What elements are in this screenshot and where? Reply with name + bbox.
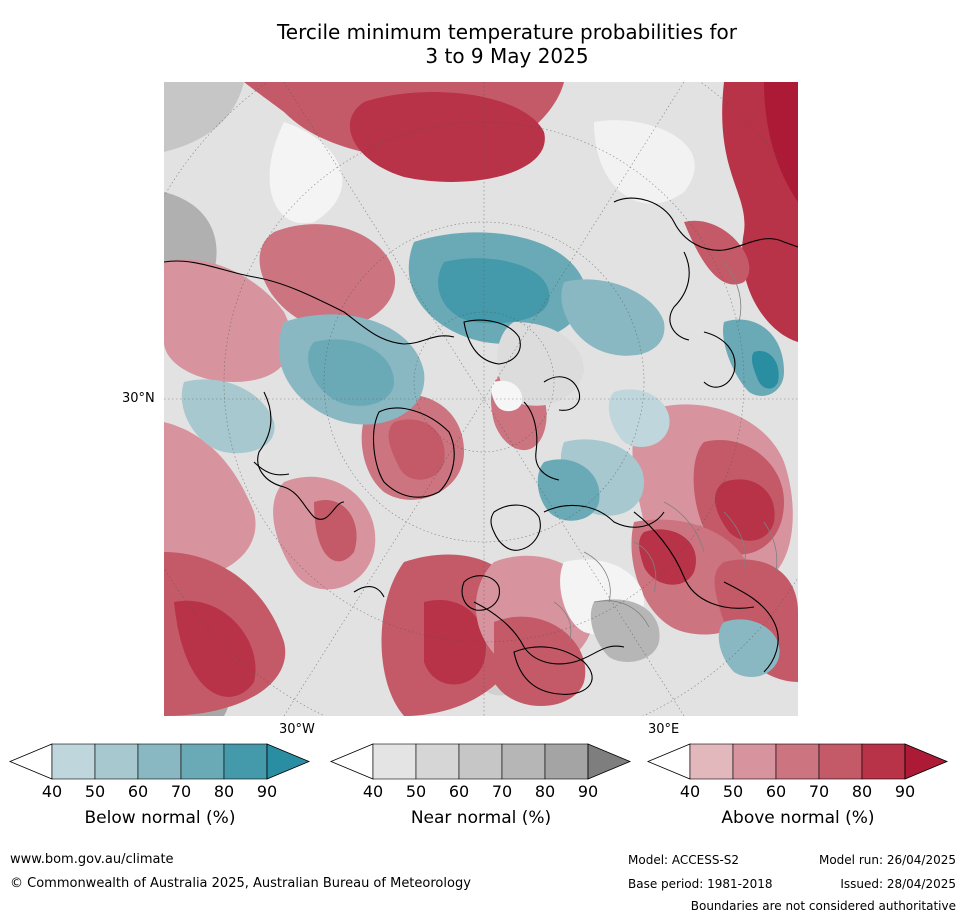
copyright-text: © Commonwealth of Australia 2025, Austra… <box>10 876 471 891</box>
colorbar-segment <box>861 743 906 780</box>
model-run-text: Model run: 26/04/2025 <box>818 853 956 867</box>
tick-label: 70 <box>170 782 192 801</box>
colorbar-segment <box>458 743 503 780</box>
tick-label: 40 <box>679 782 701 801</box>
disclaimer-text: Boundaries are not considered authoritat… <box>690 899 956 913</box>
colorbar-segment <box>223 743 268 780</box>
colorbar-segment <box>501 743 546 780</box>
tick-label: 80 <box>851 782 873 801</box>
tick-label: 60 <box>127 782 149 801</box>
colorbar-segment <box>372 743 417 780</box>
near-normal-colorbar <box>329 743 632 781</box>
colorbar-segment <box>689 743 734 780</box>
tick-label: 90 <box>894 782 916 801</box>
above-normal-colorbar <box>646 743 949 781</box>
colorbar-segment <box>180 743 225 780</box>
title-line-1: Tercile minimum temperature probabilitie… <box>276 20 738 44</box>
tick-label: 50 <box>722 782 744 801</box>
colorbar-segment <box>544 743 589 780</box>
tick-label: 80 <box>534 782 556 801</box>
colorbar-segment <box>94 743 139 780</box>
tick-label: 40 <box>41 782 63 801</box>
base-period-text: Base period: 1981-2018 <box>628 877 773 891</box>
lon-30w-label: 30°W <box>279 722 315 737</box>
colorbar-low-extension <box>329 743 374 780</box>
tick-label: 70 <box>808 782 830 801</box>
colorbar-high-extension <box>266 743 311 780</box>
website-link[interactable]: www.bom.gov.au/climate <box>10 852 174 867</box>
above-normal-title: Above normal (%) <box>721 808 875 828</box>
chart-title: Tercile minimum temperature probabilitie… <box>164 20 850 68</box>
tick-label: 60 <box>765 782 787 801</box>
title-line-2: 3 to 9 May 2025 <box>425 44 589 68</box>
near-normal-ticks: 40 50 60 70 80 90 <box>331 782 631 802</box>
colorbar-segment <box>775 743 820 780</box>
colorbar-segment <box>51 743 96 780</box>
tick-label: 50 <box>405 782 427 801</box>
model-text: Model: ACCESS-S2 <box>628 853 740 867</box>
lat-30n-label: 30°N <box>122 391 155 406</box>
colorbar-segment <box>137 743 182 780</box>
colorbar-segment <box>732 743 777 780</box>
tick-label: 80 <box>213 782 235 801</box>
tick-label: 50 <box>84 782 106 801</box>
colorbar-high-extension <box>904 743 949 780</box>
below-normal-colorbar <box>8 743 311 781</box>
tick-label: 90 <box>577 782 599 801</box>
above-normal-ticks: 40 50 60 70 80 90 <box>648 782 948 802</box>
tick-label: 90 <box>256 782 278 801</box>
above-normal-colorbar-graphic <box>646 743 949 780</box>
near-normal-colorbar-graphic <box>329 743 632 780</box>
tick-label: 60 <box>448 782 470 801</box>
colorbar-low-extension <box>8 743 53 780</box>
probability-map <box>164 82 798 716</box>
colorbar-high-extension <box>587 743 632 780</box>
below-normal-ticks: 40 50 60 70 80 90 <box>10 782 310 802</box>
below-normal-title: Below normal (%) <box>84 808 236 828</box>
colorbar-segment <box>818 743 863 780</box>
issued-text: Issued: 28/04/2025 <box>840 877 956 891</box>
colorbar-segment <box>415 743 460 780</box>
tick-label: 40 <box>362 782 384 801</box>
below-normal-colorbar-graphic <box>8 743 311 780</box>
tick-label: 70 <box>491 782 513 801</box>
near-normal-title: Near normal (%) <box>410 808 552 828</box>
colorbar-low-extension <box>646 743 691 780</box>
lon-30e-label: 30°E <box>648 722 680 737</box>
map-graphic <box>164 82 798 716</box>
